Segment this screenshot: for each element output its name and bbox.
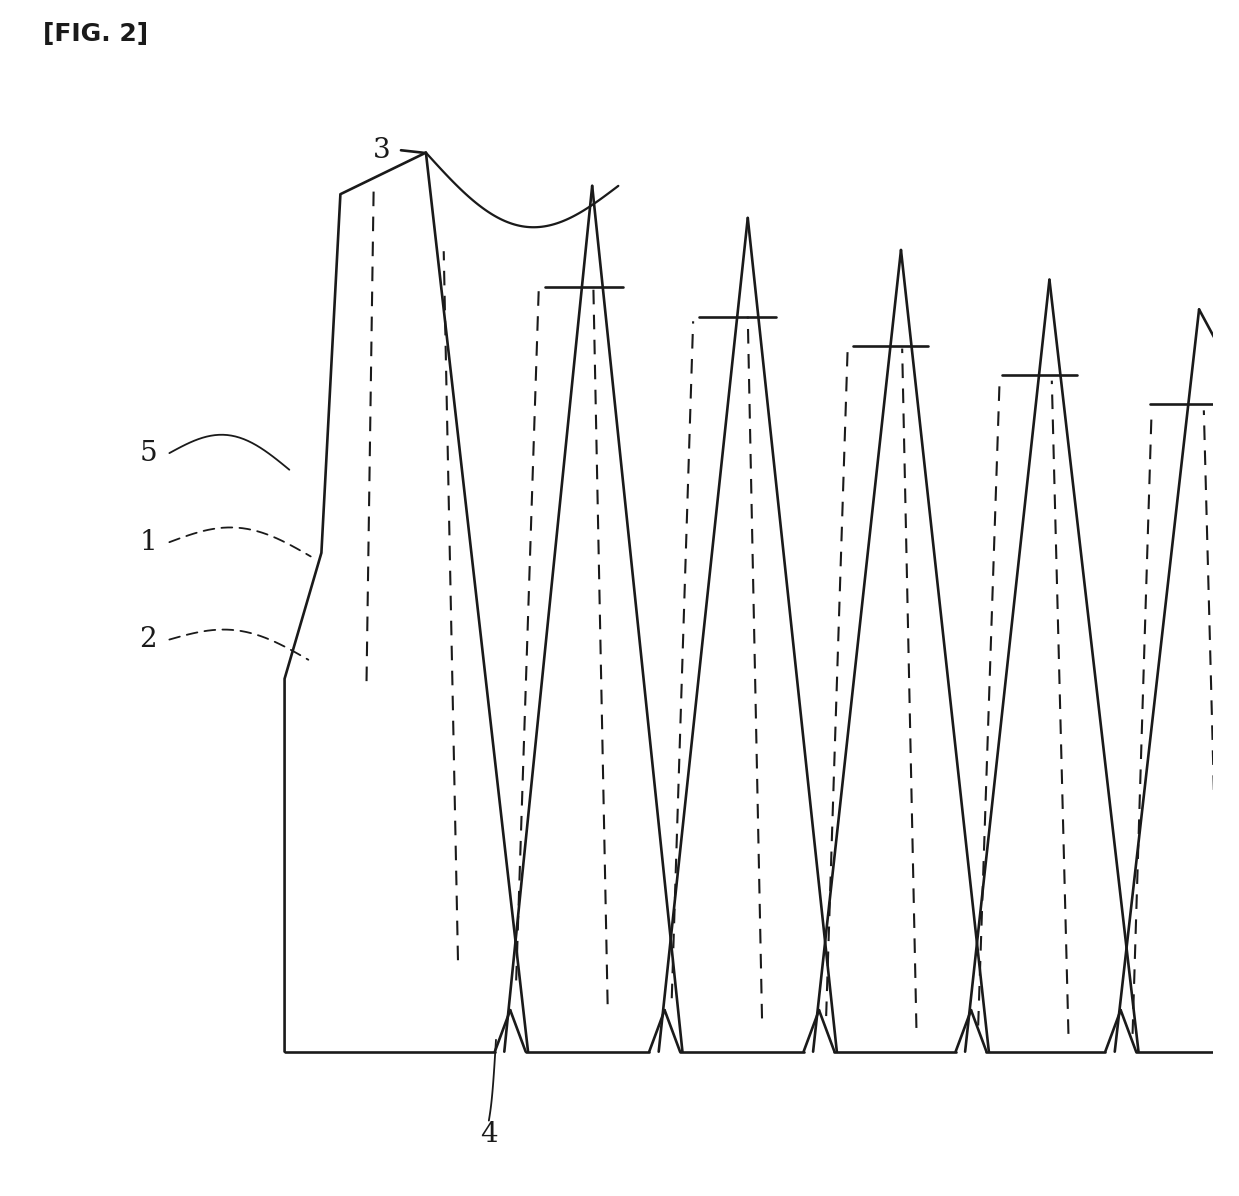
Text: 2: 2: [139, 626, 157, 653]
Text: 4: 4: [479, 1122, 498, 1148]
Text: 5: 5: [139, 440, 157, 466]
Text: 3: 3: [373, 136, 390, 164]
Text: 1: 1: [139, 529, 157, 556]
Text: [FIG. 2]: [FIG. 2]: [43, 22, 149, 45]
